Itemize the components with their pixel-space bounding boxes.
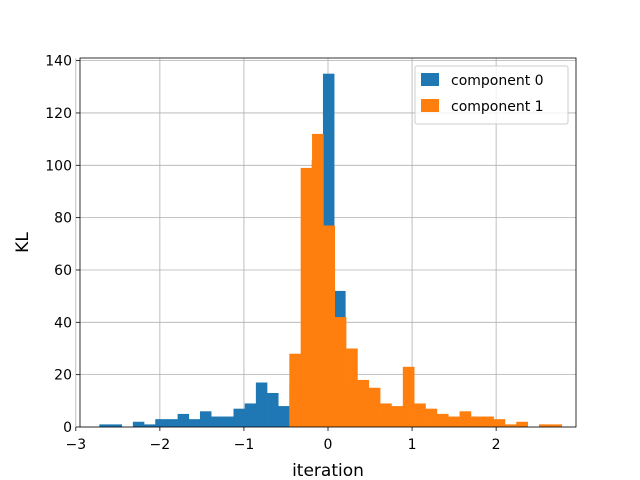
y-tick-label: 80 (54, 211, 72, 227)
bar-series-0 (177, 413, 190, 427)
bar-series-0 (233, 408, 245, 427)
bar-series-1 (493, 419, 506, 427)
legend-box (414, 65, 569, 125)
x-tick-label: −2 (150, 437, 171, 453)
legend-label-0: component 0 (451, 73, 544, 89)
bar-series-1 (448, 416, 460, 427)
bar-series-1 (357, 379, 370, 427)
bar-series-0 (132, 421, 145, 427)
x-tick-label: −3 (65, 437, 86, 453)
bar-series-1 (391, 406, 404, 427)
bar-series-0 (244, 403, 257, 427)
bar-series-1 (516, 421, 528, 427)
y-tick-label: 40 (54, 315, 72, 331)
legend-label-1: component 1 (451, 99, 544, 115)
bar-series-1 (289, 353, 301, 427)
bar-series-0 (255, 382, 268, 427)
histogram-bars (99, 73, 563, 428)
bar-series-1 (539, 424, 551, 427)
bar-series-0 (188, 419, 201, 427)
x-tick-label: −1 (234, 437, 255, 453)
bar-series-0 (166, 419, 178, 427)
y-axis-label: KL (13, 232, 33, 253)
x-axis-ticks: −3 −2 −1 0 1 2 (65, 427, 501, 453)
y-axis-ticks: 0 20 40 60 80 100 120 140 (45, 54, 80, 436)
bar-series-1 (402, 366, 415, 427)
y-tick-label: 120 (45, 106, 72, 122)
bar-series-1 (504, 424, 517, 427)
y-tick-label: 60 (54, 263, 72, 279)
legend-swatch-1 (421, 99, 439, 112)
x-tick-label: 2 (492, 437, 501, 453)
bar-series-0 (199, 411, 212, 427)
bar-series-1 (323, 225, 336, 427)
bar-series-1 (346, 348, 358, 427)
legend: component 0 component 1 (414, 65, 569, 125)
bar-series-0 (144, 424, 156, 427)
bar-series-1 (312, 133, 324, 427)
bar-series-1 (482, 416, 494, 427)
bar-series-0 (222, 416, 234, 427)
bar-series-1 (368, 387, 381, 427)
x-tick-label: 1 (408, 437, 417, 453)
y-tick-label: 140 (45, 54, 72, 70)
bar-series-0 (211, 416, 223, 427)
bar-series-0 (99, 424, 111, 427)
bar-series-1 (380, 403, 392, 427)
bar-series-1 (470, 416, 483, 427)
bar-series-0 (267, 392, 279, 427)
bar-series-1 (550, 424, 563, 427)
bar-series-1 (300, 167, 313, 427)
y-tick-label: 0 (63, 420, 72, 436)
bar-series-1 (425, 408, 438, 427)
x-axis-label: iteration (292, 461, 364, 480)
bar-series-1 (459, 411, 472, 427)
bar-series-1 (334, 317, 347, 427)
bar-series-0 (278, 406, 290, 427)
y-tick-label: 20 (54, 368, 72, 384)
bar-series-1 (414, 403, 426, 427)
bar-series-0 (110, 424, 122, 427)
bar-series-0 (155, 419, 167, 427)
bar-series-1 (436, 413, 449, 427)
y-tick-label: 100 (45, 158, 72, 174)
x-tick-label: 0 (324, 437, 333, 453)
legend-swatch-0 (421, 73, 439, 86)
